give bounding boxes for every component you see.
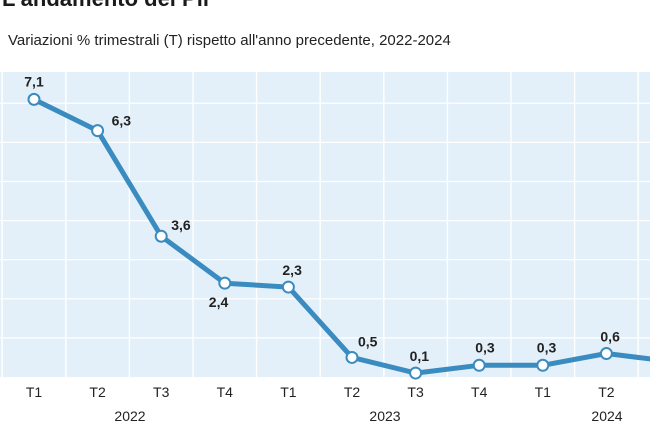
data-point [27, 92, 41, 106]
data-label: 0,3 [537, 339, 557, 355]
x-tick-label: T1 [535, 384, 552, 400]
data-label: 6,3 [112, 113, 132, 129]
data-point [599, 347, 613, 361]
x-tick-label: T2 [344, 384, 361, 400]
data-label: 7,1 [24, 73, 44, 89]
data-point [218, 276, 232, 290]
x-tick-label: T3 [153, 384, 170, 400]
x-tick-label: T1 [280, 384, 297, 400]
year-label: 2024 [591, 408, 622, 424]
data-label: 3,6 [171, 217, 191, 233]
data-label: 2,4 [209, 294, 229, 310]
horizontal-gridlines [0, 102, 650, 339]
vertical-gridlines [1, 72, 639, 395]
data-point [472, 358, 486, 372]
x-tick-label: T4 [471, 384, 488, 400]
data-points [27, 92, 613, 380]
data-point [281, 280, 295, 294]
x-tick-labels: T1T2T3T4T1T2T3T4T1T2T3 [26, 384, 615, 400]
data-label: 0,3 [475, 339, 495, 355]
x-tick-label: T4 [217, 384, 234, 400]
chart-subtitle: Variazioni % trimestrali (T) rispetto al… [8, 32, 451, 49]
chart-title: L'andamento del Pil [2, 0, 209, 12]
year-labels: 2022 2023 2024 [114, 408, 622, 424]
data-point [345, 350, 359, 364]
data-label: 0,6 [600, 329, 620, 345]
data-point [154, 229, 168, 243]
year-label: 2023 [369, 408, 400, 424]
x-tick-label: T2 [89, 384, 106, 400]
data-labels: 7,1 6,3 3,6 2,4 2,3 0,5 0,1 0,3 0,3 0,6 [24, 73, 620, 364]
data-label: 0,1 [410, 348, 430, 364]
data-label: 0,5 [358, 333, 378, 349]
data-point [409, 366, 423, 380]
x-tick-label: T2 [598, 384, 615, 400]
x-tick-label: T3 [407, 384, 424, 400]
x-tick-label: T1 [26, 384, 43, 400]
data-point [536, 358, 550, 372]
data-label: 2,3 [282, 262, 302, 278]
data-point [91, 124, 105, 138]
year-label: 2022 [114, 408, 145, 424]
